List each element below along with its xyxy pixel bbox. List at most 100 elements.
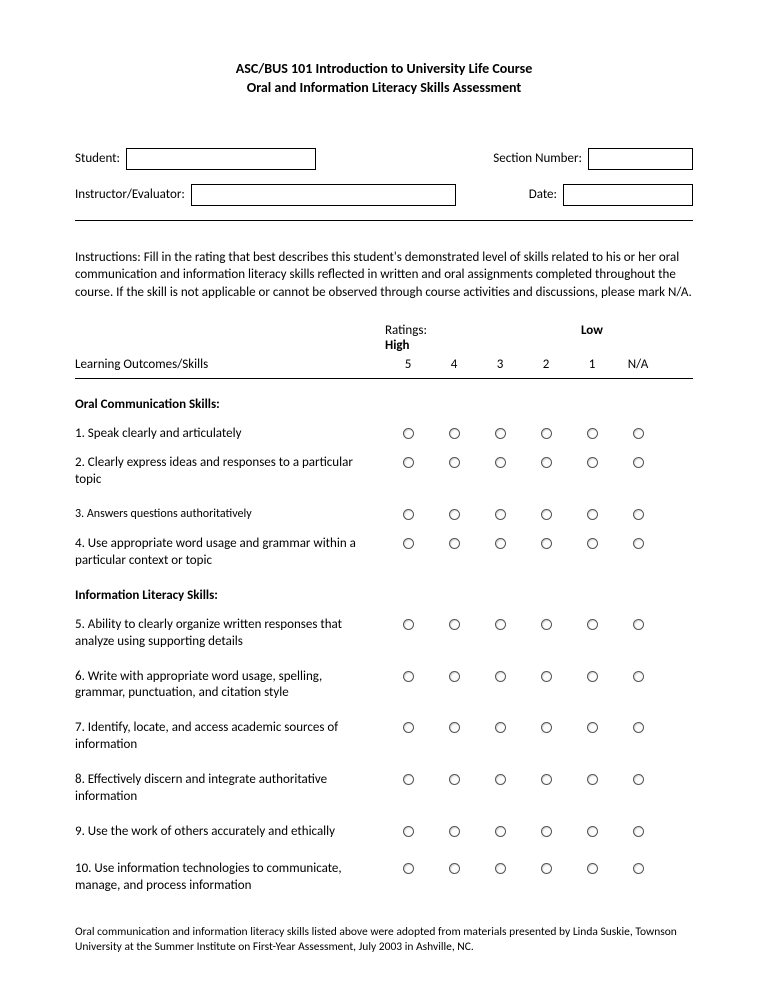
divider-2 — [75, 378, 693, 379]
skill-text: 7. Identify, locate, and access academic… — [75, 720, 385, 754]
rating-radio[interactable] — [449, 509, 460, 520]
rating-radio[interactable] — [449, 863, 460, 874]
ratings-header: Ratings: High Low — [75, 323, 693, 353]
skill-row: 1. Speak clearly and articulately — [75, 426, 693, 445]
rating-radio[interactable] — [587, 428, 598, 439]
rating-radio[interactable] — [633, 671, 644, 682]
rating-radio[interactable] — [403, 619, 414, 630]
rating-radio[interactable] — [633, 774, 644, 785]
date-input[interactable] — [563, 184, 693, 206]
rating-radio[interactable] — [541, 428, 552, 439]
rating-radio[interactable] — [403, 671, 414, 682]
rating-radio[interactable] — [403, 826, 414, 837]
rating-radio[interactable] — [541, 509, 552, 520]
form-fields: Student: Section Number: Instructor/Eval… — [75, 148, 693, 206]
rating-radio[interactable] — [633, 509, 644, 520]
scale-1: 1 — [569, 357, 615, 372]
skill-row: 7. Identify, locate, and access academic… — [75, 720, 693, 754]
ratings-label: Ratings: — [385, 323, 427, 338]
skill-text: 9. Use the work of others accurately and… — [75, 824, 385, 841]
rating-radio[interactable] — [633, 538, 644, 549]
skill-text: 2. Clearly express ideas and responses t… — [75, 455, 385, 489]
rating-group — [385, 720, 661, 739]
rating-radio[interactable] — [495, 863, 506, 874]
skill-text: 3. Answers questions authoritatively — [75, 507, 385, 523]
rating-group — [385, 536, 661, 555]
rating-radio[interactable] — [587, 671, 598, 682]
rating-radio[interactable] — [587, 863, 598, 874]
rating-radio[interactable] — [541, 722, 552, 733]
skill-row: 6. Write with appropriate word usage, sp… — [75, 669, 693, 703]
skill-text: 8. Effectively discern and integrate aut… — [75, 772, 385, 806]
rating-radio[interactable] — [541, 538, 552, 549]
rating-radio[interactable] — [495, 509, 506, 520]
divider-1 — [75, 220, 693, 221]
rating-radio[interactable] — [495, 619, 506, 630]
student-label: Student: — [75, 151, 120, 166]
rating-radio[interactable] — [587, 457, 598, 468]
rating-radio[interactable] — [495, 457, 506, 468]
rating-radio[interactable] — [633, 619, 644, 630]
section-input[interactable] — [588, 148, 693, 170]
rating-radio[interactable] — [633, 457, 644, 468]
rating-radio[interactable] — [495, 538, 506, 549]
skill-row: 10. Use information technologies to comm… — [75, 861, 693, 895]
rating-radio[interactable] — [541, 671, 552, 682]
learning-outcomes-label: Learning Outcomes/Skills — [75, 357, 385, 372]
rating-radio[interactable] — [633, 863, 644, 874]
rating-radio[interactable] — [495, 774, 506, 785]
rating-radio[interactable] — [449, 722, 460, 733]
rating-radio[interactable] — [541, 826, 552, 837]
row-instructor-date: Instructor/Evaluator: Date: — [75, 184, 693, 206]
instructor-input[interactable] — [191, 184, 456, 206]
rating-radio[interactable] — [541, 863, 552, 874]
rating-radio[interactable] — [587, 619, 598, 630]
rating-radio[interactable] — [495, 671, 506, 682]
rating-radio[interactable] — [587, 722, 598, 733]
date-label: Date: — [529, 187, 557, 202]
rating-radio[interactable] — [541, 774, 552, 785]
rating-group — [385, 772, 661, 791]
rating-group — [385, 861, 661, 880]
rating-radio[interactable] — [403, 509, 414, 520]
skill-row: 3. Answers questions authoritatively — [75, 507, 693, 526]
rating-radio[interactable] — [495, 722, 506, 733]
rating-radio[interactable] — [587, 509, 598, 520]
rating-radio[interactable] — [587, 826, 598, 837]
rating-group — [385, 455, 661, 474]
rating-radio[interactable] — [403, 863, 414, 874]
skill-text: 6. Write with appropriate word usage, sp… — [75, 669, 385, 703]
rating-radio[interactable] — [495, 826, 506, 837]
scale-na: N/A — [615, 357, 661, 372]
rating-radio[interactable] — [541, 457, 552, 468]
rating-radio[interactable] — [587, 774, 598, 785]
section-info-title: Information Literacy Skills: — [75, 588, 693, 603]
rating-radio[interactable] — [403, 774, 414, 785]
rating-radio[interactable] — [449, 671, 460, 682]
skill-row: 2. Clearly express ideas and responses t… — [75, 455, 693, 489]
rating-radio[interactable] — [633, 826, 644, 837]
rating-radio[interactable] — [449, 774, 460, 785]
scale-3: 3 — [477, 357, 523, 372]
rating-radio[interactable] — [403, 722, 414, 733]
rating-radio[interactable] — [449, 428, 460, 439]
title-line-1: ASC/BUS 101 Introduction to University L… — [75, 60, 693, 79]
rating-radio[interactable] — [403, 538, 414, 549]
rating-radio[interactable] — [403, 457, 414, 468]
footer-note: Oral communication and information liter… — [75, 925, 693, 955]
rating-radio[interactable] — [403, 428, 414, 439]
rating-radio[interactable] — [587, 538, 598, 549]
rating-radio[interactable] — [449, 619, 460, 630]
scale-5: 5 — [385, 357, 431, 372]
ratings-low: Low — [581, 323, 603, 338]
student-input[interactable] — [126, 148, 316, 170]
rating-radio[interactable] — [541, 619, 552, 630]
rating-radio[interactable] — [495, 428, 506, 439]
rating-radio[interactable] — [449, 457, 460, 468]
rating-radio[interactable] — [449, 538, 460, 549]
rating-radio[interactable] — [449, 826, 460, 837]
instructions: Instructions: Fill in the rating that be… — [75, 249, 693, 302]
rating-radio[interactable] — [633, 428, 644, 439]
rating-radio[interactable] — [633, 722, 644, 733]
rating-group — [385, 617, 661, 636]
